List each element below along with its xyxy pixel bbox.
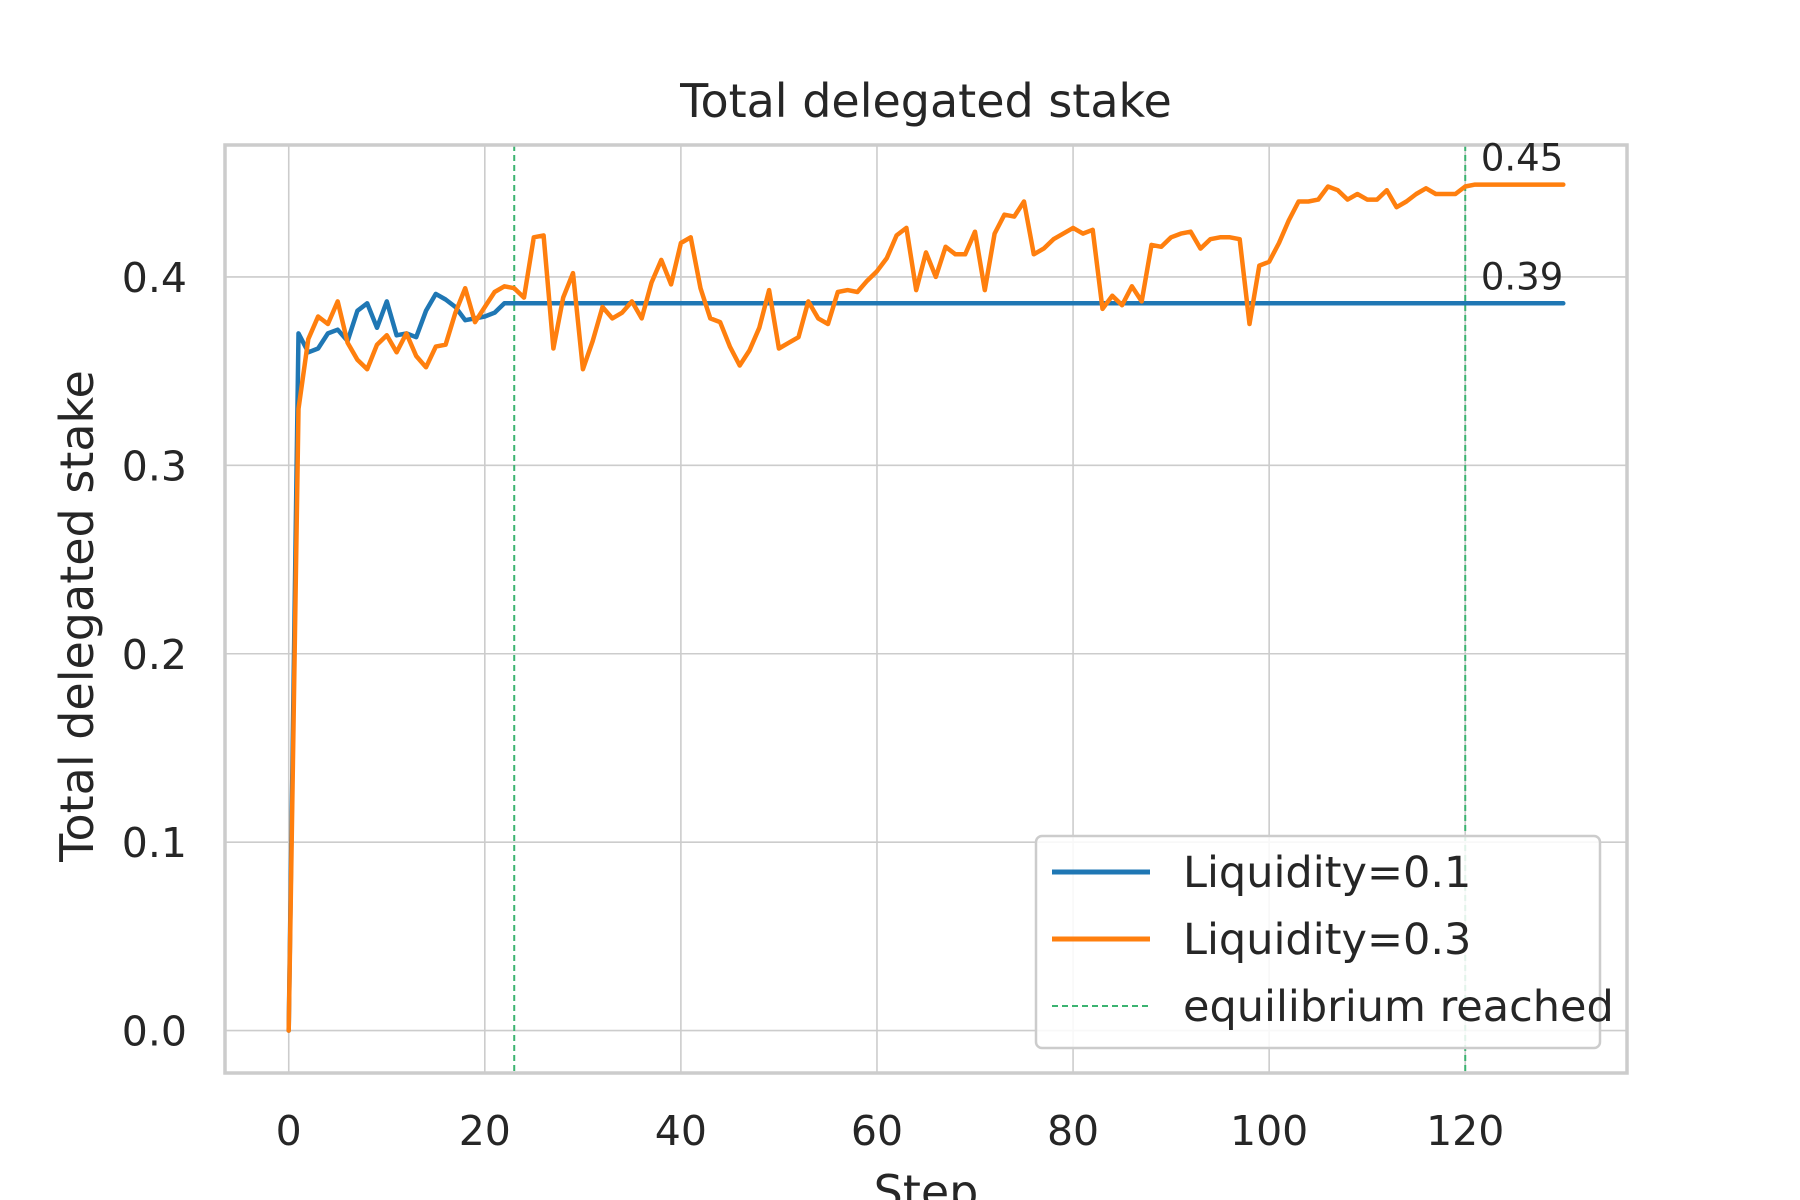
series-line-liquidity-0-1 <box>286 291 1566 1033</box>
tick-labels: 0 20 40 60 80 100 120 0.0 0.1 0.2 0.3 0.4 <box>122 254 1505 1155</box>
series-line-liquidity-0-3 <box>286 182 1566 1033</box>
x-tick-label: 120 <box>1426 1107 1504 1155</box>
legend: Liquidity=0.1 Liquidity=0.3 equilibrium … <box>1034 834 1614 1050</box>
legend-label-liquidity-0-3: Liquidity=0.3 <box>1183 915 1471 965</box>
x-axis-label: Step <box>874 1165 979 1200</box>
y-tick-label: 0.2 <box>122 631 187 679</box>
y-tick-label: 0.4 <box>122 254 187 302</box>
x-tick-label: 20 <box>459 1107 511 1155</box>
x-tick-label: 0 <box>276 1107 302 1155</box>
y-tick-label: 0.0 <box>122 1008 187 1056</box>
y-tick-label: 0.1 <box>122 819 187 867</box>
x-tick-label: 100 <box>1230 1107 1308 1155</box>
plot-frame <box>223 143 1629 1075</box>
end-value-labels: 0.39 0.45 <box>1481 137 1563 299</box>
end-value-label: 0.39 <box>1481 255 1563 298</box>
y-axis-label: Total delegated stake <box>50 370 104 863</box>
chart-title: Total delegated stake <box>679 74 1172 128</box>
grid <box>225 145 1627 1073</box>
legend-label-liquidity-0-1: Liquidity=0.1 <box>1183 848 1471 898</box>
x-tick-label: 40 <box>655 1107 707 1155</box>
x-tick-label: 80 <box>1047 1107 1099 1155</box>
x-tick-label: 60 <box>851 1107 903 1155</box>
series-lines <box>286 182 1566 1033</box>
legend-box <box>1034 834 1602 1050</box>
legend-label-equilibrium: equilibrium reached <box>1183 982 1614 1032</box>
y-tick-label: 0.3 <box>122 442 187 490</box>
end-value-label: 0.45 <box>1481 137 1563 180</box>
